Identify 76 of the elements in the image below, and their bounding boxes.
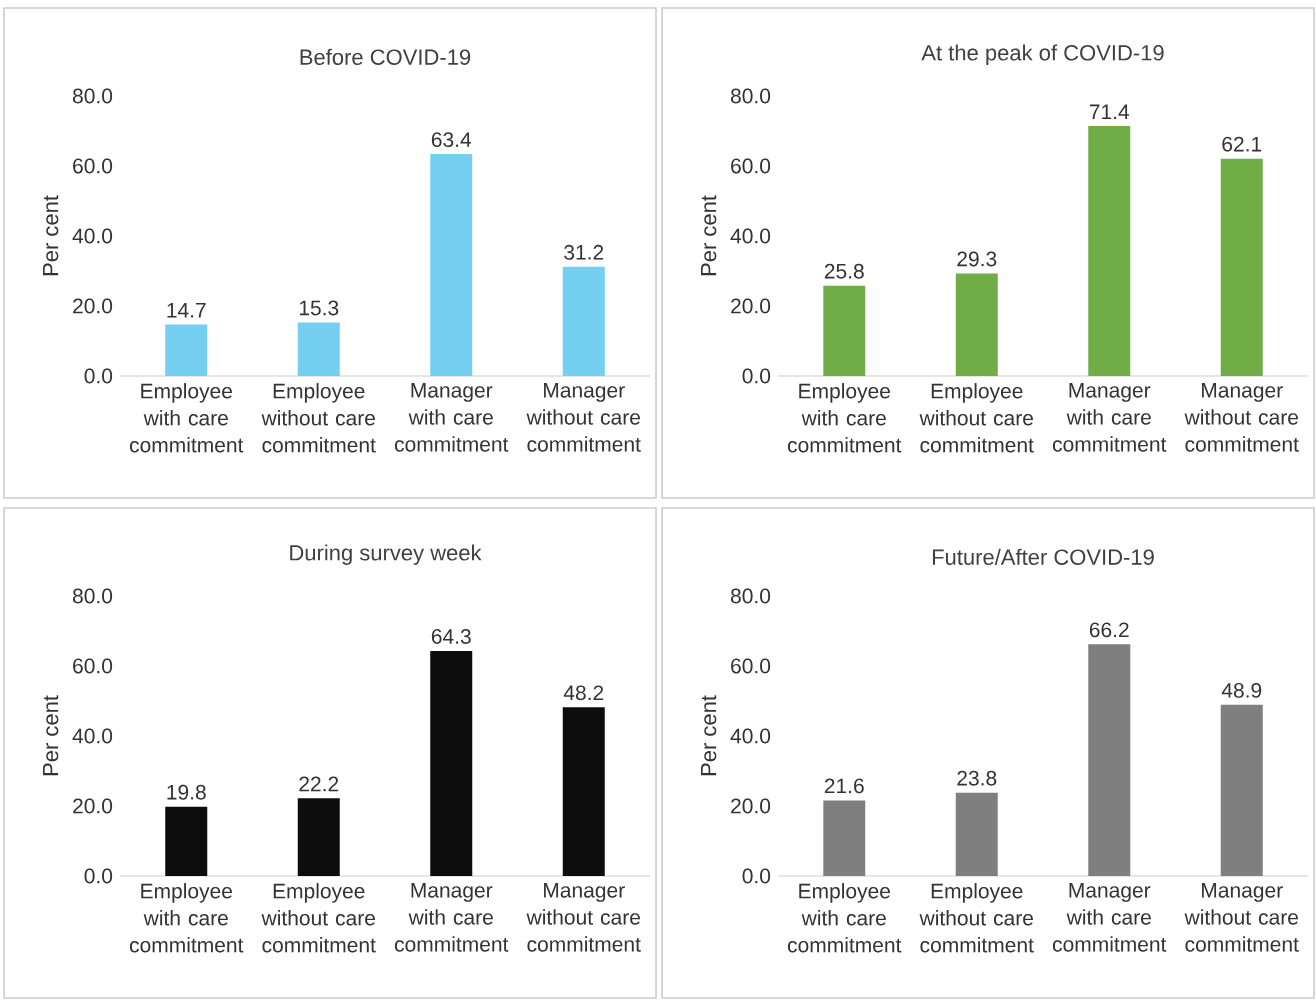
x-tick-label: Employee with care commitment (129, 883, 244, 953)
x-tick-label: Employee without care commitment (919, 883, 1034, 953)
bar (562, 707, 605, 876)
x-tick-label: Employee with care commitment (129, 383, 244, 453)
y-tick-label: 80.0 (730, 588, 771, 604)
y-axis-title: Per cent (701, 195, 717, 276)
chart-title: During survey week (290, 544, 482, 565)
x-tick-label: Manager with care commitment (1052, 383, 1167, 452)
data-label: 64.3 (431, 629, 471, 644)
bar (955, 273, 998, 376)
y-tick-label: 40.0 (730, 228, 771, 244)
y-axis-title: Per cent (43, 195, 59, 276)
data-label: 66.2 (1089, 622, 1129, 638)
y-tick-label: 60.0 (73, 658, 113, 674)
bar (1220, 704, 1263, 876)
y-tick-label: 20.0 (731, 298, 771, 314)
bar (165, 324, 208, 376)
bar (562, 266, 605, 376)
data-label: 19.8 (167, 784, 206, 800)
bar (430, 154, 473, 376)
x-tick-label: Manager without care commitment (526, 883, 641, 952)
y-tick-label: 40.0 (72, 728, 113, 744)
data-label: 15.3 (299, 300, 339, 316)
x-tick-label: Manager without care commitment (1184, 883, 1299, 952)
y-axis-title: Per cent (43, 695, 59, 776)
x-tick-label: Employee with care commitment (787, 383, 902, 453)
data-label: 29.3 (957, 251, 997, 267)
y-tick-label: 20.0 (73, 298, 113, 314)
chart-title: Future/After COVID-19 (932, 548, 1154, 565)
bar (823, 285, 866, 376)
x-tick-label: Employee without care commitment (261, 383, 376, 453)
bar (1220, 158, 1263, 376)
x-tick-label: Employee without care commitment (919, 383, 1034, 453)
y-tick-label: 80.0 (72, 588, 113, 604)
bar (165, 806, 208, 876)
bar (1088, 126, 1131, 376)
y-tick-label: 20.0 (731, 798, 771, 814)
data-label: 22.2 (299, 776, 339, 792)
y-tick-label: 60.0 (731, 158, 771, 174)
x-tick-label: Manager with care commitment (394, 383, 509, 452)
y-tick-label: 0.0 (742, 368, 771, 384)
data-label: 48.2 (563, 685, 604, 701)
data-label: 48.9 (1221, 682, 1262, 698)
x-tick-label: Manager with care commitment (1052, 883, 1167, 952)
y-tick-label: 60.0 (73, 158, 113, 174)
chart-title: Before COVID-19 (300, 48, 471, 65)
y-tick-label: 40.0 (72, 228, 113, 244)
y-tick-label: 60.0 (731, 658, 771, 674)
data-label: 71.4 (1089, 104, 1130, 120)
y-axis-title: Per cent (701, 695, 717, 776)
chart-title: At the peak of COVID-19 (921, 44, 1164, 65)
data-label: 14.7 (167, 303, 206, 318)
y-tick-label: 0.0 (84, 868, 113, 884)
data-label: 62.1 (1222, 136, 1262, 152)
y-tick-label: 0.0 (742, 868, 771, 884)
y-tick-label: 80.0 (730, 88, 771, 104)
data-label: 25.8 (824, 263, 864, 279)
bar (1088, 644, 1131, 876)
x-tick-label: Manager with care commitment (394, 883, 509, 952)
bar (430, 650, 473, 876)
x-tick-label: Manager without care commitment (526, 383, 641, 452)
x-tick-label: Manager without care commitment (1184, 383, 1299, 452)
data-label: 31.2 (564, 244, 604, 260)
bar (297, 322, 340, 376)
data-label: 21.6 (824, 778, 864, 794)
x-tick-label: Employee with care commitment (787, 883, 902, 953)
bar (823, 800, 866, 876)
y-tick-label: 20.0 (73, 798, 113, 814)
bar (297, 798, 340, 876)
x-tick-label: Employee without care commitment (261, 883, 376, 953)
data-label: 23.8 (957, 770, 997, 786)
data-label: 63.4 (431, 132, 472, 148)
y-tick-label: 40.0 (730, 728, 771, 744)
y-tick-label: 0.0 (84, 368, 113, 384)
bar (955, 792, 998, 876)
y-tick-label: 80.0 (72, 88, 113, 104)
